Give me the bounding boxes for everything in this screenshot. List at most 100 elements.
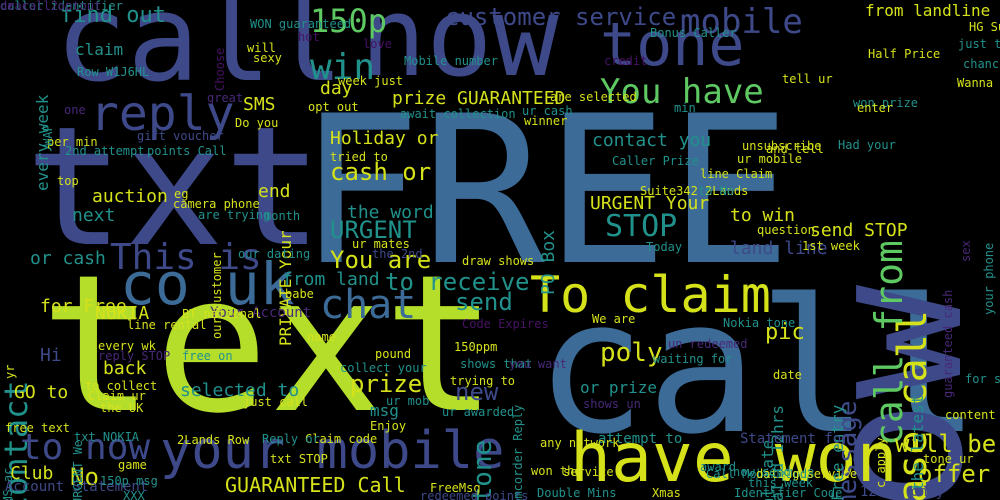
word: Xmas	[652, 486, 681, 500]
word: your phone	[982, 243, 996, 316]
word: are selected	[550, 90, 637, 104]
word: Mobile number	[404, 54, 498, 68]
word: c apply	[874, 437, 888, 488]
word: This is	[110, 237, 262, 278]
word: mobile	[680, 2, 803, 42]
word: service	[563, 465, 614, 479]
word: the word	[347, 202, 434, 223]
word: credit	[604, 54, 648, 68]
word: have won	[570, 419, 898, 498]
word: sex	[959, 240, 973, 262]
word: free on	[182, 349, 233, 363]
word: date	[773, 368, 802, 382]
word: SMS	[243, 94, 276, 115]
word: You have	[600, 72, 764, 112]
word: award	[700, 460, 737, 474]
word: send STOP	[810, 220, 908, 241]
word: Wanna	[957, 76, 994, 90]
word: shows un	[583, 397, 641, 411]
word: We are	[592, 312, 636, 326]
word: chance to	[963, 57, 1000, 71]
word: selected to	[180, 380, 300, 401]
word: ur mates	[352, 237, 410, 251]
word: call from	[867, 240, 911, 446]
word: FreeMsg	[430, 481, 481, 495]
word: now	[360, 0, 559, 101]
word: No	[70, 463, 99, 491]
word: will be	[895, 430, 997, 458]
word: Today	[646, 240, 683, 254]
word: you want	[509, 357, 567, 371]
word: find out	[60, 3, 166, 28]
word: your mobile	[160, 421, 505, 481]
word: customer service	[445, 3, 677, 31]
word: reply STOP	[98, 349, 171, 363]
word: Half Price	[868, 47, 941, 61]
word: Your Account	[210, 305, 312, 321]
word: Call MobileUpd8	[706, 467, 815, 481]
word: To claim	[530, 266, 771, 324]
word: URGENT We	[71, 440, 85, 500]
word: claim	[75, 40, 124, 59]
word: prize	[350, 370, 423, 398]
word: one	[64, 103, 86, 117]
word: Identifier Code	[734, 486, 843, 500]
word: Reply or	[262, 432, 320, 446]
word: and tell	[766, 142, 824, 156]
word: attempt to	[598, 431, 683, 447]
word: waiting for	[653, 352, 733, 366]
word: next	[72, 205, 116, 226]
word: draw shows	[462, 254, 535, 268]
word: ur awarded	[442, 405, 515, 419]
word: un redeemed	[668, 337, 748, 351]
word: await collection	[400, 107, 516, 121]
word: week just	[338, 74, 404, 88]
word: to now	[20, 427, 151, 468]
word: dear	[0, 0, 29, 13]
word: name	[307, 330, 336, 344]
word: the latest	[908, 395, 927, 492]
word: 150p msg	[100, 474, 158, 488]
word: BT national	[182, 307, 262, 321]
word: to receive	[385, 268, 530, 296]
word: game	[118, 458, 147, 472]
word: or prize	[580, 378, 658, 397]
word: Double Mins	[537, 486, 617, 500]
word: Hi	[40, 345, 62, 366]
word: eg	[174, 187, 189, 201]
word: WON guaranteed	[250, 17, 352, 31]
word: line rental	[127, 318, 207, 332]
word: 12hrs only	[860, 484, 945, 500]
word: SMS ac	[1, 468, 15, 500]
word: Account Statement	[5, 479, 149, 495]
word: Had your	[838, 138, 896, 152]
word: Do you	[235, 116, 279, 130]
word: URGENT Your	[590, 193, 710, 214]
word: Statement for	[740, 431, 850, 447]
word: enter	[857, 101, 894, 115]
word: Camcorder Reply	[511, 405, 525, 500]
word: points Call	[147, 144, 227, 158]
word: sexy	[253, 51, 282, 65]
word: just txt	[958, 37, 1000, 51]
word: collect your	[340, 361, 427, 375]
word: WAP	[41, 124, 55, 146]
word: won the	[531, 464, 582, 478]
word: any network	[540, 436, 620, 450]
word: ur mob	[386, 394, 430, 408]
word: chat	[320, 282, 417, 328]
word: winner	[524, 114, 568, 128]
word: free text	[5, 421, 71, 435]
word: to collect	[85, 379, 158, 393]
word: GUARANTEED Call	[225, 473, 406, 497]
word: now send	[733, 465, 791, 479]
word: contact you	[592, 130, 712, 151]
word: content	[945, 408, 996, 422]
word: question	[757, 223, 815, 237]
word: tone ur	[923, 452, 974, 466]
word: Holiday or	[330, 128, 439, 149]
word: the 2nd	[372, 247, 423, 261]
word: month	[264, 209, 301, 223]
word: XXX	[123, 489, 145, 500]
word: our customer	[210, 252, 224, 339]
